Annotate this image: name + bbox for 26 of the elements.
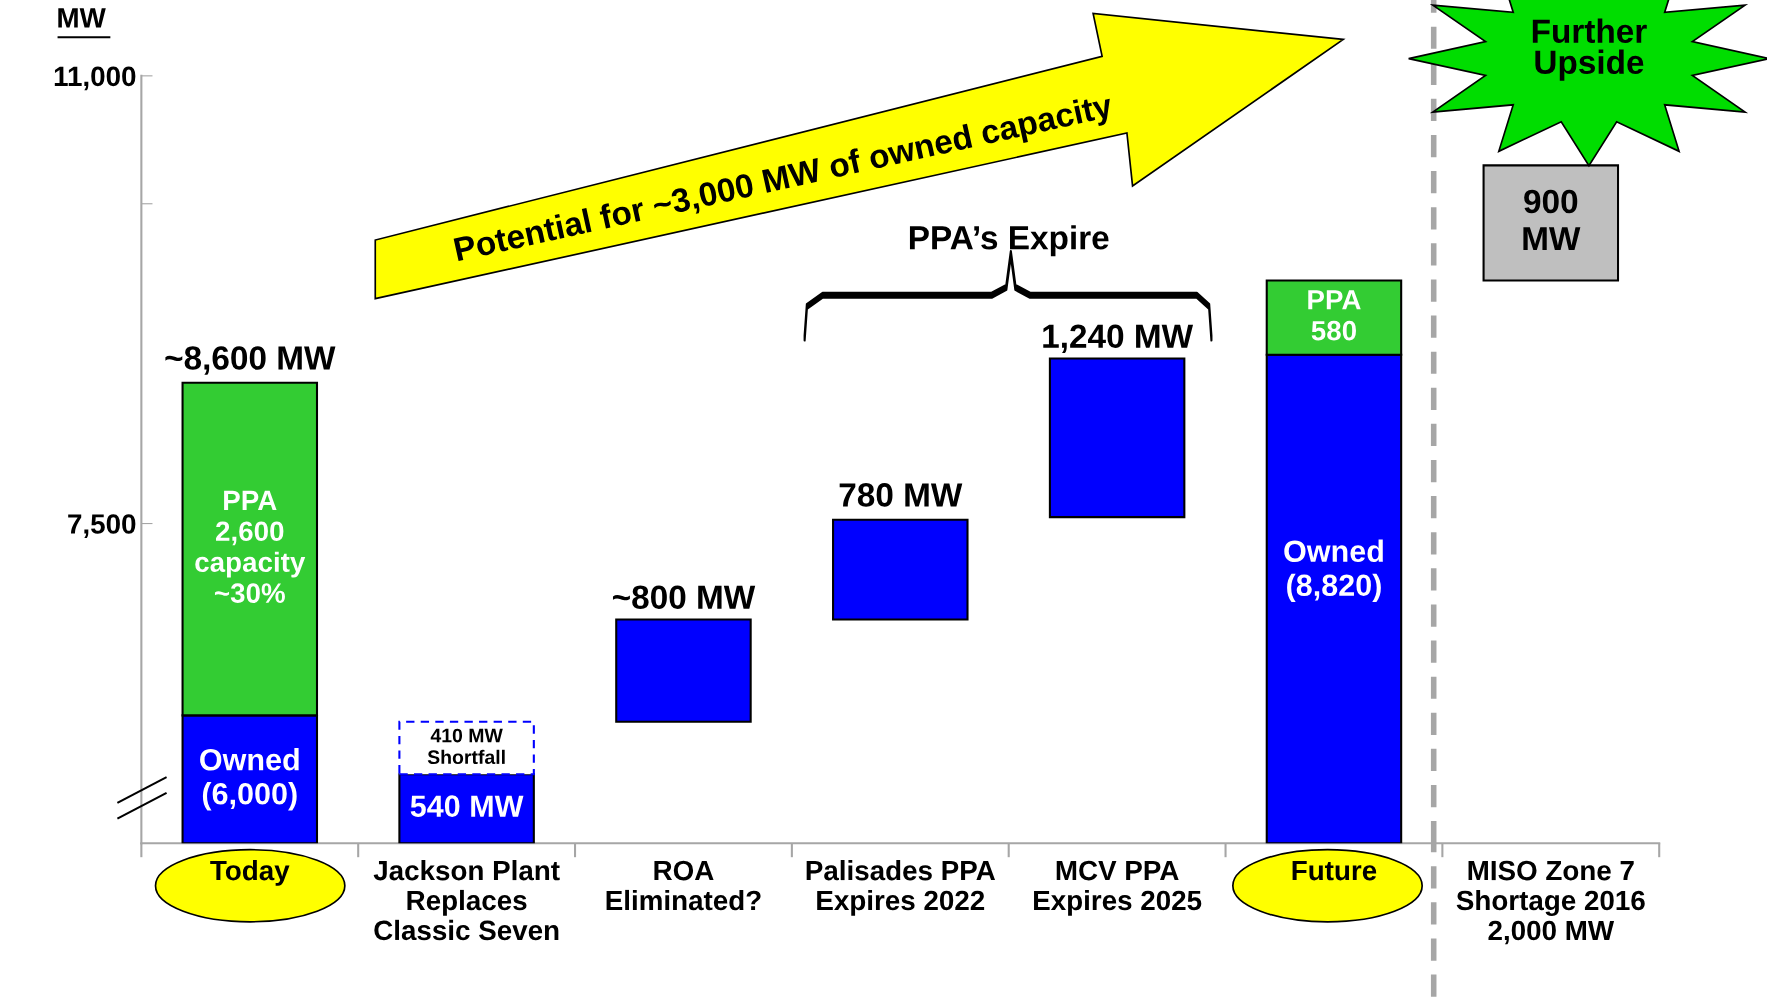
x-tick-label: Today xyxy=(210,859,290,886)
annotation: 410 MW Shortfall xyxy=(427,728,505,765)
annotation: PPA 580 xyxy=(1308,290,1361,341)
annotation: 780 MW xyxy=(839,483,963,507)
annotation: PPA’s Expire xyxy=(909,225,1109,257)
bar xyxy=(615,618,752,723)
annotation: Further Upside xyxy=(1532,18,1647,81)
annotation: 1,240 MW xyxy=(1043,324,1194,353)
x-tick-label: MCV PPA Expires 2025 xyxy=(1034,860,1202,916)
y-tick-label: 11,000 xyxy=(54,66,136,91)
y-tick-label: 7,500 xyxy=(68,514,136,538)
annotation: Owned (6,000) xyxy=(200,748,299,811)
annotation: 540 MW xyxy=(410,795,524,817)
annotation: 900 MW xyxy=(1523,189,1581,251)
x-tick-label: MISO Zone 7 Shortage 2016 2,000 MW xyxy=(1456,860,1645,945)
x-tick-label: Future xyxy=(1292,861,1377,881)
annotation: Owned (8,820) xyxy=(1284,539,1383,603)
y-axis-title: MW xyxy=(58,8,106,28)
annotation: ~8,600 MW xyxy=(165,346,336,375)
x-tick-label: Palisades PPA Expires 2022 xyxy=(806,859,996,916)
x-tick-label: ROA Eliminated? xyxy=(606,860,761,911)
annotation: PPA 2,600 capacity ~30% xyxy=(195,490,306,603)
x-tick-label: Jackson Plant Replaces Classic Seven xyxy=(373,859,560,941)
bar xyxy=(1048,357,1186,519)
bar xyxy=(832,518,969,621)
annotation: ~800 MW xyxy=(612,585,756,610)
